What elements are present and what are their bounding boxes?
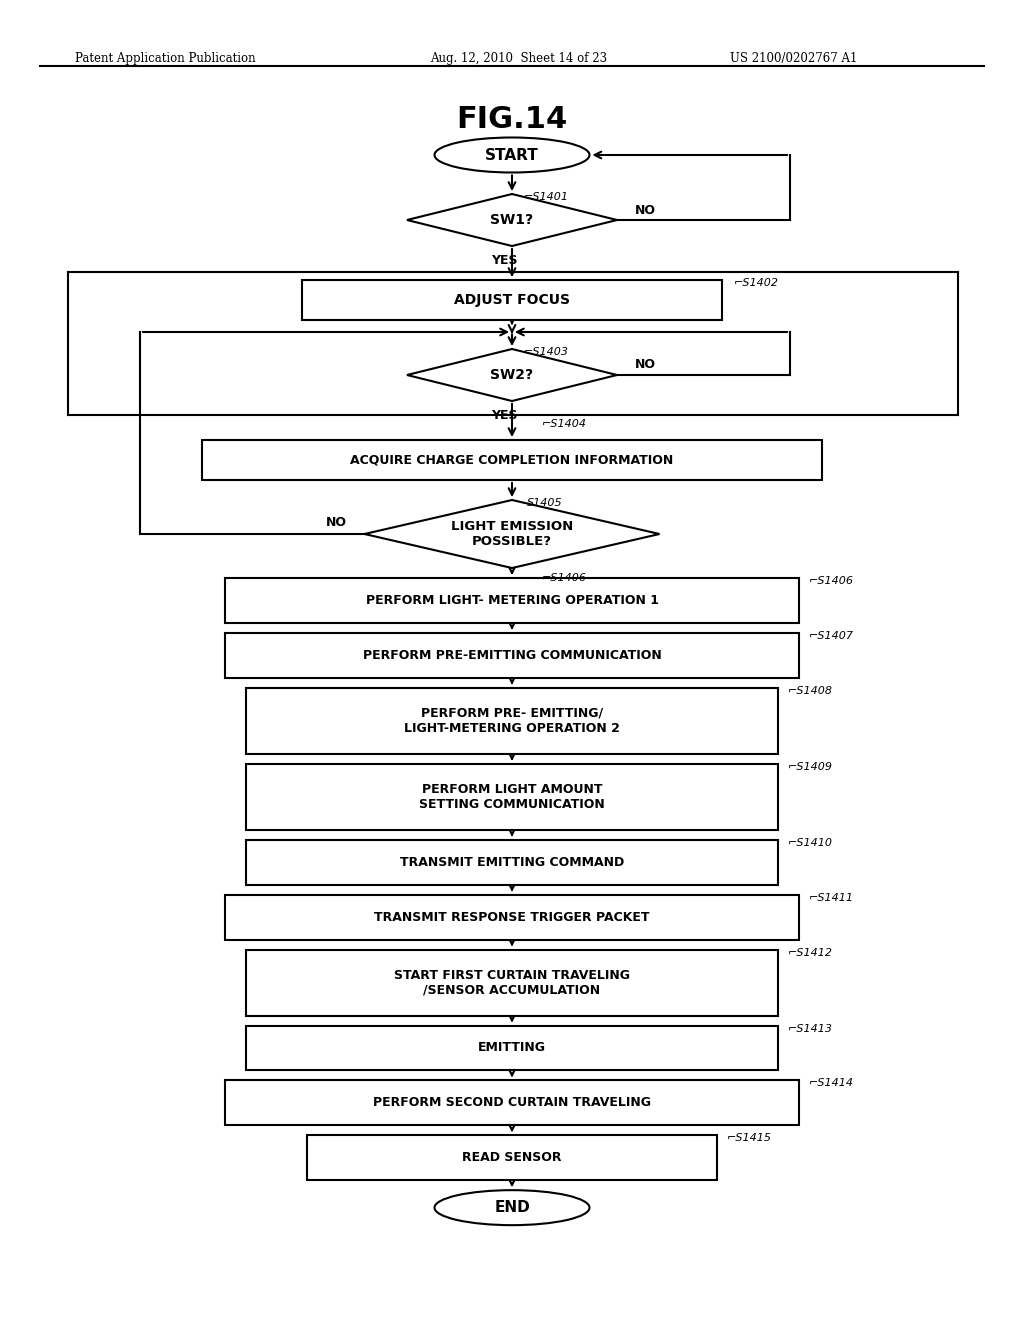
FancyBboxPatch shape <box>307 1135 717 1180</box>
Text: ⌐S1412: ⌐S1412 <box>788 948 834 957</box>
Text: ⌐S1402: ⌐S1402 <box>734 279 779 288</box>
FancyBboxPatch shape <box>225 578 799 623</box>
Text: YES: YES <box>490 576 517 589</box>
Text: SW1?: SW1? <box>490 213 534 227</box>
Text: ⌐S1406: ⌐S1406 <box>542 573 587 583</box>
Text: YES: YES <box>490 253 517 267</box>
Text: ⌐S1411: ⌐S1411 <box>809 892 854 903</box>
Text: ACQUIRE CHARGE COMPLETION INFORMATION: ACQUIRE CHARGE COMPLETION INFORMATION <box>350 454 674 466</box>
Text: S1405: S1405 <box>527 498 562 508</box>
Text: ⌐S1407: ⌐S1407 <box>809 631 854 642</box>
Text: ⌐S1415: ⌐S1415 <box>727 1134 772 1143</box>
Text: Patent Application Publication: Patent Application Publication <box>75 51 256 65</box>
Text: FIG.14: FIG.14 <box>457 106 567 135</box>
FancyBboxPatch shape <box>246 764 778 830</box>
Ellipse shape <box>434 137 590 173</box>
Text: ⌐S1409: ⌐S1409 <box>788 762 834 772</box>
Ellipse shape <box>434 1191 590 1225</box>
Text: YES: YES <box>490 409 517 422</box>
Text: SW2?: SW2? <box>490 368 534 381</box>
Text: PERFORM PRE-EMITTING COMMUNICATION: PERFORM PRE-EMITTING COMMUNICATION <box>362 649 662 661</box>
Text: PERFORM LIGHT- METERING OPERATION 1: PERFORM LIGHT- METERING OPERATION 1 <box>366 594 658 607</box>
Text: PERFORM LIGHT AMOUNT
SETTING COMMUNICATION: PERFORM LIGHT AMOUNT SETTING COMMUNICATI… <box>419 783 605 810</box>
Text: START FIRST CURTAIN TRAVELING
/SENSOR ACCUMULATION: START FIRST CURTAIN TRAVELING /SENSOR AC… <box>394 969 630 997</box>
Text: ADJUST FOCUS: ADJUST FOCUS <box>454 293 570 308</box>
Text: PERFORM SECOND CURTAIN TRAVELING: PERFORM SECOND CURTAIN TRAVELING <box>373 1097 651 1109</box>
Text: ⌐S1406: ⌐S1406 <box>809 576 854 586</box>
FancyBboxPatch shape <box>246 1026 778 1071</box>
Text: Aug. 12, 2010  Sheet 14 of 23: Aug. 12, 2010 Sheet 14 of 23 <box>430 51 607 65</box>
Text: ⌐S1410: ⌐S1410 <box>788 838 834 847</box>
Text: NO: NO <box>635 359 656 371</box>
Text: US 2100/0202767 A1: US 2100/0202767 A1 <box>730 51 857 65</box>
Text: TRANSMIT EMITTING COMMAND: TRANSMIT EMITTING COMMAND <box>400 855 624 869</box>
FancyBboxPatch shape <box>246 840 778 884</box>
FancyBboxPatch shape <box>246 949 778 1015</box>
Text: ⌐S1401: ⌐S1401 <box>524 191 569 202</box>
Text: END: END <box>495 1200 529 1216</box>
Text: READ SENSOR: READ SENSOR <box>462 1151 562 1164</box>
Text: ⌐S1404: ⌐S1404 <box>542 418 587 429</box>
Text: NO: NO <box>635 203 656 216</box>
Text: ⌐S1403: ⌐S1403 <box>524 347 569 356</box>
FancyBboxPatch shape <box>302 280 722 319</box>
Polygon shape <box>407 194 617 246</box>
Text: LIGHT EMISSION
POSSIBLE?: LIGHT EMISSION POSSIBLE? <box>451 520 573 548</box>
Text: START: START <box>485 148 539 162</box>
Text: PERFORM PRE- EMITTING/
LIGHT-METERING OPERATION 2: PERFORM PRE- EMITTING/ LIGHT-METERING OP… <box>404 706 620 735</box>
Text: TRANSMIT RESPONSE TRIGGER PACKET: TRANSMIT RESPONSE TRIGGER PACKET <box>374 911 650 924</box>
FancyBboxPatch shape <box>225 632 799 677</box>
Polygon shape <box>365 500 659 568</box>
FancyBboxPatch shape <box>225 895 799 940</box>
FancyBboxPatch shape <box>246 688 778 754</box>
Text: NO: NO <box>326 516 346 528</box>
Text: ⌐S1408: ⌐S1408 <box>788 686 834 696</box>
FancyBboxPatch shape <box>202 440 822 480</box>
FancyBboxPatch shape <box>225 1080 799 1125</box>
Polygon shape <box>407 348 617 401</box>
Text: ⌐S1413: ⌐S1413 <box>788 1023 834 1034</box>
Text: ⌐S1414: ⌐S1414 <box>809 1078 854 1089</box>
Text: EMITTING: EMITTING <box>478 1041 546 1055</box>
